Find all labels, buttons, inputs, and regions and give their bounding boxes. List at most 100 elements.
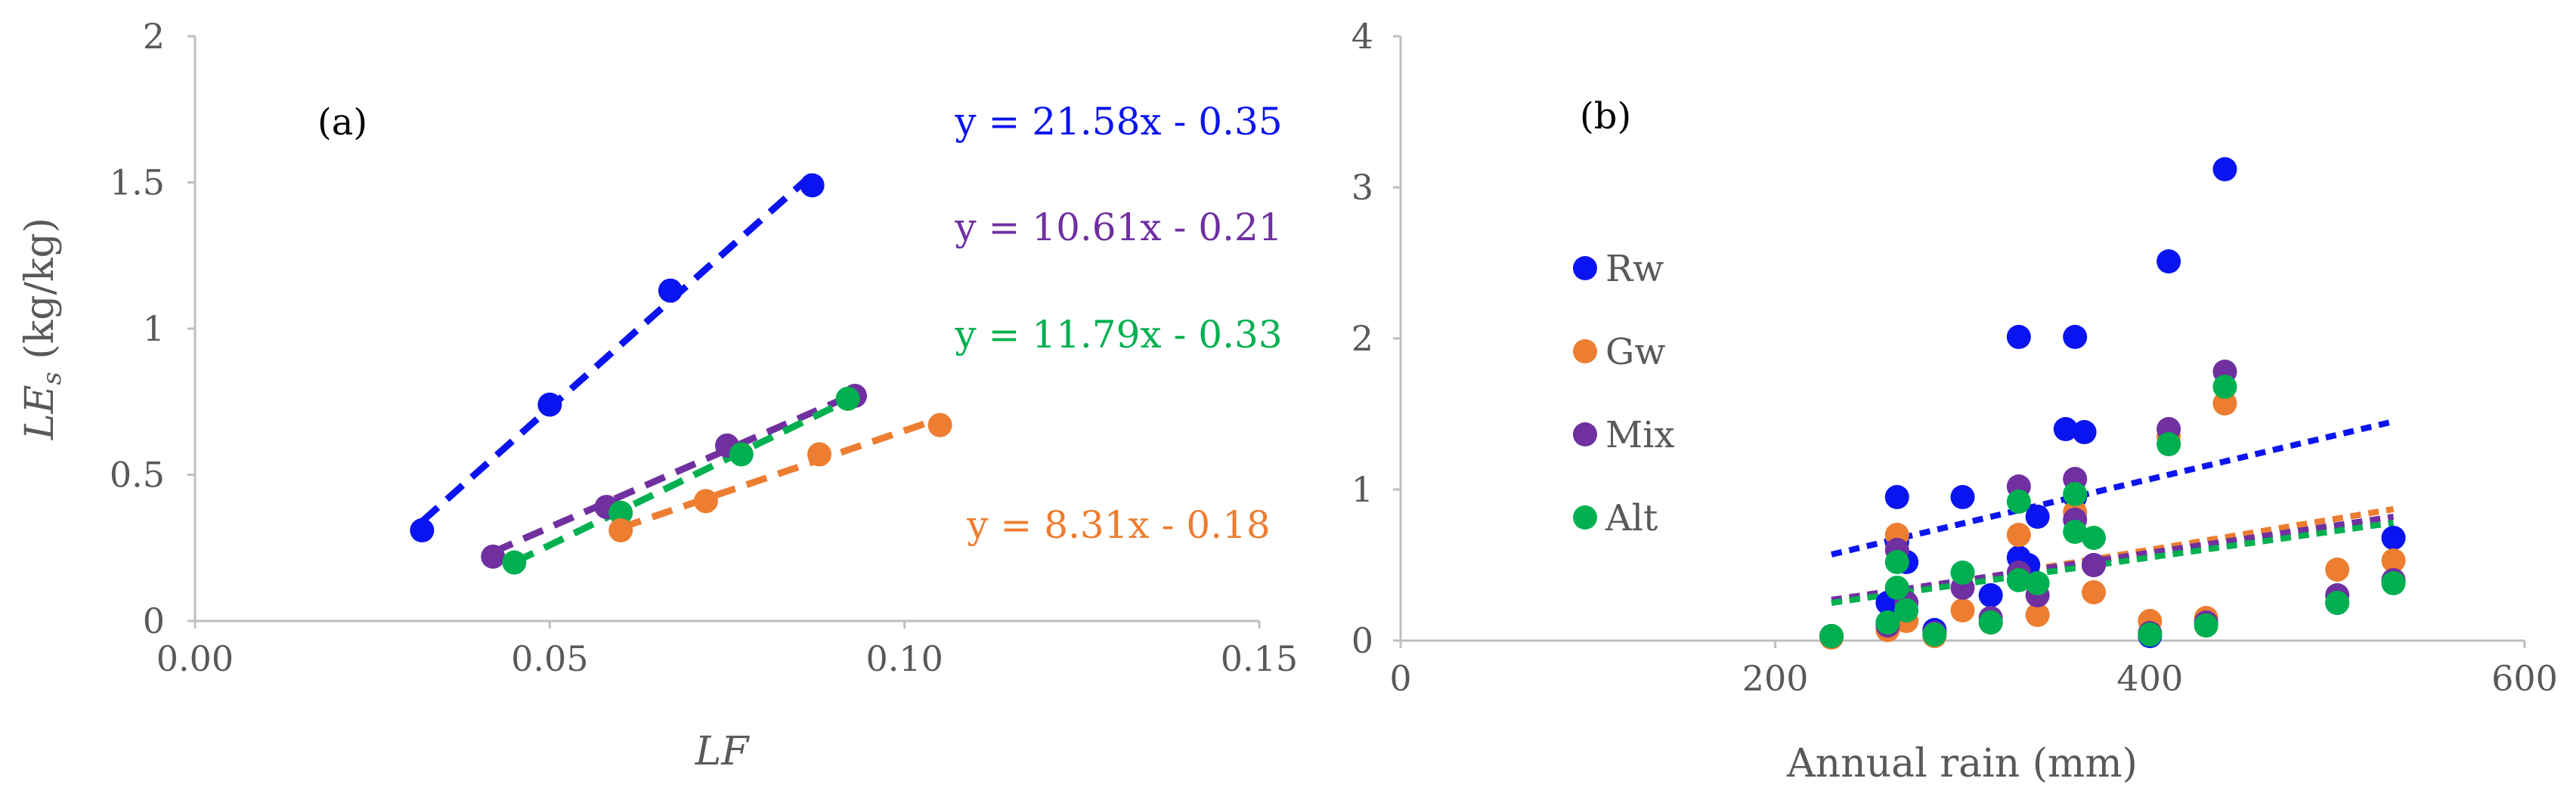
data-point: [729, 442, 754, 467]
legend-marker: [1573, 256, 1597, 280]
data-point: [807, 442, 832, 467]
data-point: [2138, 622, 2163, 647]
data-point: [2053, 417, 2078, 441]
data-point: [2081, 553, 2106, 577]
data-point: [1884, 550, 1909, 574]
data-point: [2156, 249, 2181, 273]
panel-a-y-tick-label: 1: [143, 308, 165, 349]
panel-a-x-axis-label: LF: [695, 729, 751, 774]
data-point: [537, 392, 562, 417]
panel-a-x-tick-label: 0.10: [865, 638, 943, 679]
legend-marker: [1573, 422, 1597, 446]
panel-b-y-tick-label: 0: [1351, 620, 1373, 661]
data-point: [608, 518, 633, 543]
data-point: [2212, 375, 2237, 399]
data-point: [1950, 485, 1975, 509]
data-point: [2063, 520, 2088, 544]
trendline-equation: y = 21.58x - 0.35: [954, 100, 1282, 144]
data-point: [2325, 591, 2350, 615]
data-point: [481, 544, 506, 569]
trendline: [420, 171, 815, 524]
trendline-equation: y = 8.31x - 0.18: [966, 503, 1270, 547]
panel-b-y-tick-label: 2: [1351, 318, 1373, 359]
panel-b: 0 200 400 600 0 1 2 3 4 Rw Gw Mix Alt (b) Annual ra…: [1351, 16, 2558, 786]
data-point: [1950, 598, 1975, 622]
data-point: [2025, 505, 2050, 529]
data-point: [1922, 622, 1947, 647]
panel-a-x-tick-label: 0.00: [156, 638, 234, 679]
trendline-equation: y = 11.79x - 0.33: [954, 313, 1282, 357]
data-point: [1819, 624, 1844, 648]
data-point: [2006, 568, 2031, 592]
data-point: [927, 412, 952, 437]
data-point: [2006, 523, 2031, 547]
panel-a: 0.00 0.05 0.10 0.15 0 0.5 1 1.5 2 y = 21.58x - 0…: [17, 16, 1298, 774]
data-point: [2063, 482, 2088, 506]
trendline: [491, 388, 864, 555]
panel-b-x-tick-label: 600: [2491, 658, 2558, 699]
data-point: [502, 550, 527, 575]
legend-label: Rw: [1605, 248, 1664, 290]
data-point: [2025, 571, 2050, 595]
legend-marker: [1573, 505, 1597, 530]
panel-a-y-tick-label: 0: [143, 601, 165, 641]
panel-b-x-tick-label: 400: [2116, 658, 2183, 699]
legend-label: Mix: [1605, 414, 1675, 456]
trendline: [1831, 419, 2395, 558]
data-point: [693, 489, 718, 514]
data-point: [2212, 157, 2237, 181]
data-point: [2381, 526, 2406, 550]
data-point: [2325, 558, 2350, 582]
panel-b-label: (b): [1580, 95, 1631, 137]
data-point: [2025, 603, 2050, 627]
data-point: [1978, 610, 2003, 635]
panel-a-y-axis-label: LEs (kg/kg): [17, 218, 67, 440]
panel-b-x-tick-label: 0: [1389, 658, 1411, 699]
data-point: [2063, 325, 2088, 349]
trendline: [619, 415, 942, 531]
panel-a-y-label-main: LE: [17, 385, 63, 441]
panel-b-y-tick-label: 1: [1351, 469, 1373, 510]
data-point: [2081, 580, 2106, 604]
data-point: [2156, 432, 2181, 456]
data-point: [2072, 420, 2097, 444]
trendline: [1831, 514, 2395, 603]
panel-a-label: (a): [317, 101, 367, 144]
data-point: [800, 173, 825, 198]
legend-label: Alt: [1605, 497, 1658, 539]
data-point: [1950, 561, 1975, 585]
data-point: [658, 278, 683, 303]
data-point: [2081, 526, 2106, 550]
data-point: [1894, 598, 1919, 622]
data-point: [608, 500, 633, 525]
trendline-equation: y = 10.61x - 0.21: [954, 205, 1282, 249]
panel-a-y-tick-label: 0.5: [110, 455, 165, 496]
data-point: [2006, 325, 2031, 349]
panel-a-y-tick-label: 2: [143, 16, 165, 57]
panel-b-x-tick-label: 200: [1742, 658, 1809, 699]
panel-b-y-tick-label: 3: [1351, 167, 1373, 208]
data-point: [410, 518, 435, 543]
data-point: [2006, 490, 2031, 514]
trendline: [512, 397, 850, 566]
data-point: [1875, 610, 1900, 635]
data-point: [1884, 485, 1909, 509]
legend-marker: [1573, 339, 1597, 363]
trendline: [1831, 520, 2395, 606]
panel-a-x-tick-label: 0.15: [1221, 638, 1298, 679]
data-point: [835, 386, 860, 411]
data-point: [2212, 391, 2237, 415]
panel-a-x-tick-label: 0.05: [511, 638, 588, 679]
panel-b-x-axis-label: Annual rain (mm): [1786, 741, 2138, 786]
data-point: [2381, 571, 2406, 595]
legend-label: Gw: [1605, 331, 1665, 373]
panel-a-y-label-sub: s: [37, 372, 67, 385]
panel-a-y-tick-label: 1.5: [110, 162, 165, 203]
panel-b-y-tick-label: 4: [1351, 16, 1373, 57]
data-point: [1884, 576, 1909, 600]
data-point: [2381, 548, 2406, 573]
panel-a-y-label-unit: (kg/kg): [17, 218, 63, 372]
data-point: [1978, 583, 2003, 607]
data-point: [2194, 613, 2218, 638]
